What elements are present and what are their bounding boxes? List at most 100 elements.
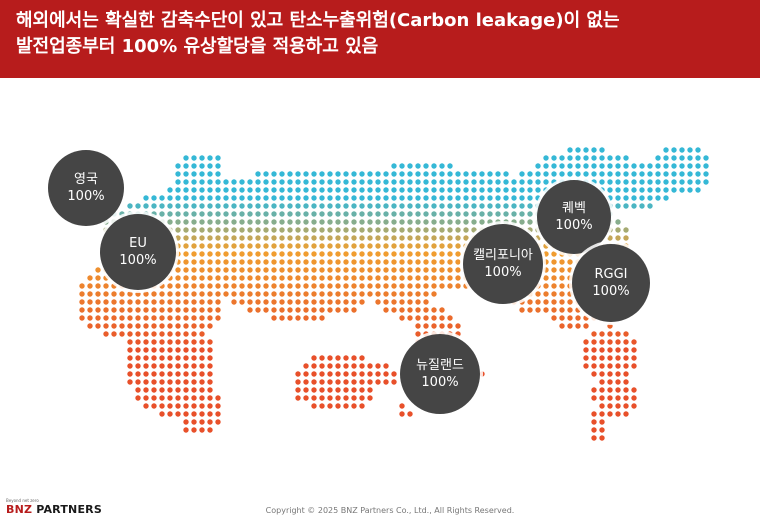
map-dot	[447, 243, 453, 249]
map-dot	[503, 219, 509, 225]
map-dot	[519, 171, 525, 177]
map-dot	[215, 195, 221, 201]
map-dot	[551, 283, 557, 289]
map-dot	[263, 211, 269, 217]
map-dot	[319, 211, 325, 217]
map-dot	[311, 299, 317, 305]
map-dot	[159, 355, 165, 361]
map-dot	[295, 299, 301, 305]
map-dot	[607, 163, 613, 169]
map-dot	[447, 187, 453, 193]
map-dot	[191, 155, 197, 161]
map-dot	[591, 387, 597, 393]
map-dot	[111, 291, 117, 297]
map-dot	[359, 387, 365, 393]
map-dot	[439, 235, 445, 241]
map-dot	[567, 299, 573, 305]
map-dot	[279, 251, 285, 257]
map-dot	[431, 195, 437, 201]
map-dot	[207, 411, 213, 417]
map-dot	[271, 283, 277, 289]
map-dot	[151, 331, 157, 337]
map-dot	[607, 195, 613, 201]
map-dot	[199, 203, 205, 209]
map-dot	[111, 323, 117, 329]
map-dot	[519, 219, 525, 225]
map-dot	[215, 403, 221, 409]
map-dot	[343, 211, 349, 217]
map-dot	[263, 227, 269, 233]
map-dot	[543, 267, 549, 273]
map-dot	[423, 179, 429, 185]
map-dot	[455, 323, 461, 329]
map-dot	[567, 267, 573, 273]
map-dot	[103, 291, 109, 297]
map-dot	[287, 251, 293, 257]
map-dot	[359, 403, 365, 409]
map-dot	[127, 339, 133, 345]
map-dot	[351, 355, 357, 361]
map-dot	[599, 411, 605, 417]
map-dot	[623, 235, 629, 241]
bubble-california-value: 100%	[484, 265, 522, 280]
map-dot	[463, 195, 469, 201]
map-dot	[255, 235, 261, 241]
map-dot	[439, 203, 445, 209]
map-dot	[247, 275, 253, 281]
map-dot	[407, 211, 413, 217]
map-dot	[287, 315, 293, 321]
map-dot	[311, 219, 317, 225]
map-dot	[167, 299, 173, 305]
map-dot	[175, 315, 181, 321]
map-dot	[191, 363, 197, 369]
map-dot	[327, 307, 333, 313]
map-dot	[599, 403, 605, 409]
map-dot	[207, 427, 213, 433]
map-dot	[215, 187, 221, 193]
map-dot	[223, 235, 229, 241]
bubble-california: 캘리포니아 100%	[463, 224, 543, 304]
map-dot	[103, 323, 109, 329]
map-dot	[207, 171, 213, 177]
map-dot	[367, 203, 373, 209]
map-dot	[119, 299, 125, 305]
map-dot	[311, 195, 317, 201]
map-dot	[135, 331, 141, 337]
map-dot	[415, 171, 421, 177]
map-dot	[167, 363, 173, 369]
copyright-text: Copyright © 2025 BNZ Partners Co., Ltd.,…	[265, 506, 515, 515]
map-dot	[527, 219, 533, 225]
map-dot	[191, 179, 197, 185]
map-dot	[327, 403, 333, 409]
map-dot	[175, 363, 181, 369]
map-dot	[631, 387, 637, 393]
map-dot	[111, 315, 117, 321]
map-dot	[623, 347, 629, 353]
map-dot	[423, 307, 429, 313]
map-dot	[431, 235, 437, 241]
map-dot	[359, 251, 365, 257]
logo-brand: BNZ	[6, 503, 33, 516]
bubble-nz: 뉴질랜드 100%	[400, 334, 480, 414]
map-dot	[191, 347, 197, 353]
map-dot	[679, 179, 685, 185]
map-dot	[431, 187, 437, 193]
map-dot	[135, 363, 141, 369]
map-dot	[159, 403, 165, 409]
map-dot	[431, 283, 437, 289]
map-dot	[415, 267, 421, 273]
map-dot	[295, 187, 301, 193]
map-dot	[543, 275, 549, 281]
map-dot	[191, 331, 197, 337]
map-dot	[559, 323, 565, 329]
map-dot	[311, 355, 317, 361]
map-dot	[383, 259, 389, 265]
map-dot	[663, 171, 669, 177]
map-dot	[255, 211, 261, 217]
map-dot	[463, 211, 469, 217]
map-dot	[575, 171, 581, 177]
bubble-nz-region: 뉴질랜드	[416, 358, 464, 373]
map-dot	[439, 259, 445, 265]
map-dot	[151, 299, 157, 305]
map-dot	[471, 195, 477, 201]
